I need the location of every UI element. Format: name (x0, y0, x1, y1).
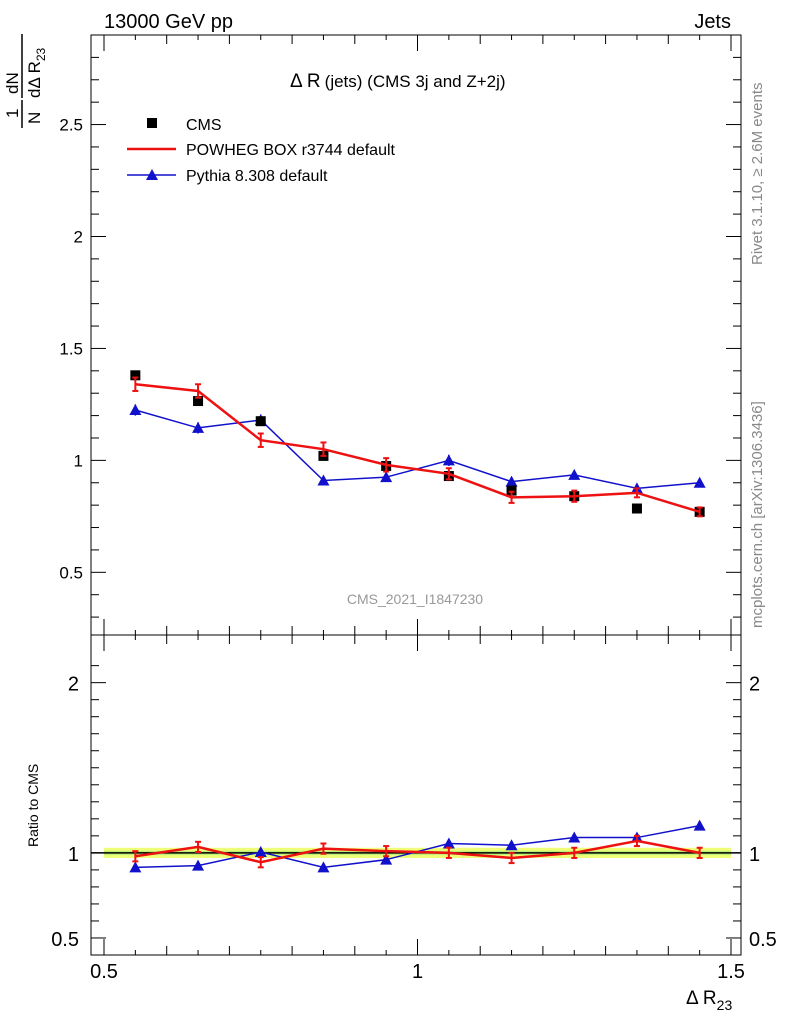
legend-marker-cms (147, 118, 157, 128)
pythia-point (693, 476, 706, 488)
main-y-tick-label: 2.5 (59, 116, 83, 135)
ratio-pythia-point (254, 846, 267, 858)
pythia-point (129, 404, 142, 415)
ratio-y-tick-label-right: 2 (749, 674, 760, 696)
side-label-mcplots: mcplots.cern.ch [arXiv:1306.3436] (749, 401, 766, 628)
pythia-line (135, 409, 700, 490)
ratio-pythia-point (317, 861, 330, 873)
pythia-point (380, 471, 393, 483)
ratio-y-tick-label: 2 (68, 674, 79, 696)
ratio-pythia-point (192, 859, 205, 871)
x-tick-label: 1.5 (717, 961, 745, 983)
side-label-rivet: Rivet 3.1.10, ≥ 2.6M events (749, 83, 766, 266)
y-frac-num: 1 (3, 109, 22, 118)
main-plot-title: Δ R (jets) (CMS 3j and Z+2j) (290, 71, 506, 92)
ratio-plot-frame (90, 634, 742, 956)
ratio-data-marks (129, 819, 706, 873)
powheg-line (135, 383, 701, 514)
ratio-axis-ticks: 0.5 0.5 1 1 2 2 0.5 1 1.5 (51, 635, 777, 983)
main-data-marks (129, 370, 706, 518)
ratio-pythia-line (135, 824, 700, 869)
cms-point (255, 416, 266, 427)
legend-label-cms: CMS (186, 117, 222, 134)
pythia-point (505, 475, 518, 487)
main-y-tick-label: 1.5 (59, 339, 83, 358)
ratio-pythia-point (693, 819, 706, 831)
watermark: CMS_2021_I1847230 (347, 591, 483, 607)
legend-label-pythia: Pythia 8.308 default (186, 168, 328, 185)
pythia-point (317, 474, 330, 486)
pythia-point (442, 454, 455, 466)
main-y-axis-label: 1 N dN dΔ R23 (3, 34, 48, 128)
y-d-num: dN (3, 72, 22, 94)
main-y-tick-label: 0.5 (59, 563, 83, 582)
legend-label-powheg: POWHEG BOX r3744 default (186, 142, 396, 159)
legend-marker-pythia (146, 169, 158, 180)
ratio-y-axis-label: Ratio to CMS (25, 764, 41, 847)
cms-point (631, 503, 642, 514)
cms-point (506, 485, 517, 496)
ratio-pythia-point (505, 839, 518, 851)
x-axis-label: Δ R23 (686, 988, 732, 1013)
ratio-pythia-point (129, 861, 142, 873)
ratio-y-tick-label: 1 (68, 844, 79, 866)
ratio-y-tick-label: 0.5 (51, 929, 79, 951)
cms-point (130, 370, 141, 381)
x-tick-label: 1 (412, 961, 423, 983)
ratio-y-tick-label-right: 1 (749, 844, 760, 866)
ratio-pythia-point (442, 837, 455, 849)
ratio-pythia-point (568, 831, 581, 843)
legend: CMS POWHEG BOX r3744 default Pythia 8.30… (127, 117, 396, 185)
ratio-y-tick-label-right: 0.5 (749, 929, 777, 951)
pythia-point (568, 468, 581, 480)
pythia-point (192, 421, 205, 433)
ratio-powheg-line (135, 839, 700, 864)
main-y-tick-label: 2 (74, 227, 83, 246)
header-right: Jets (694, 11, 731, 33)
cms-point (193, 396, 204, 407)
main-y-tick-label: 1 (74, 451, 83, 470)
main-axis-ticks: 0.5 1 1.5 2 2.5 (59, 35, 741, 635)
y-frac-den: N (25, 112, 44, 124)
ratio-pythia-point (380, 853, 393, 865)
y-d-den: dΔ R23 (25, 47, 48, 98)
x-tick-label: 0.5 (90, 961, 118, 983)
header-left: 13000 GeV pp (104, 11, 233, 33)
